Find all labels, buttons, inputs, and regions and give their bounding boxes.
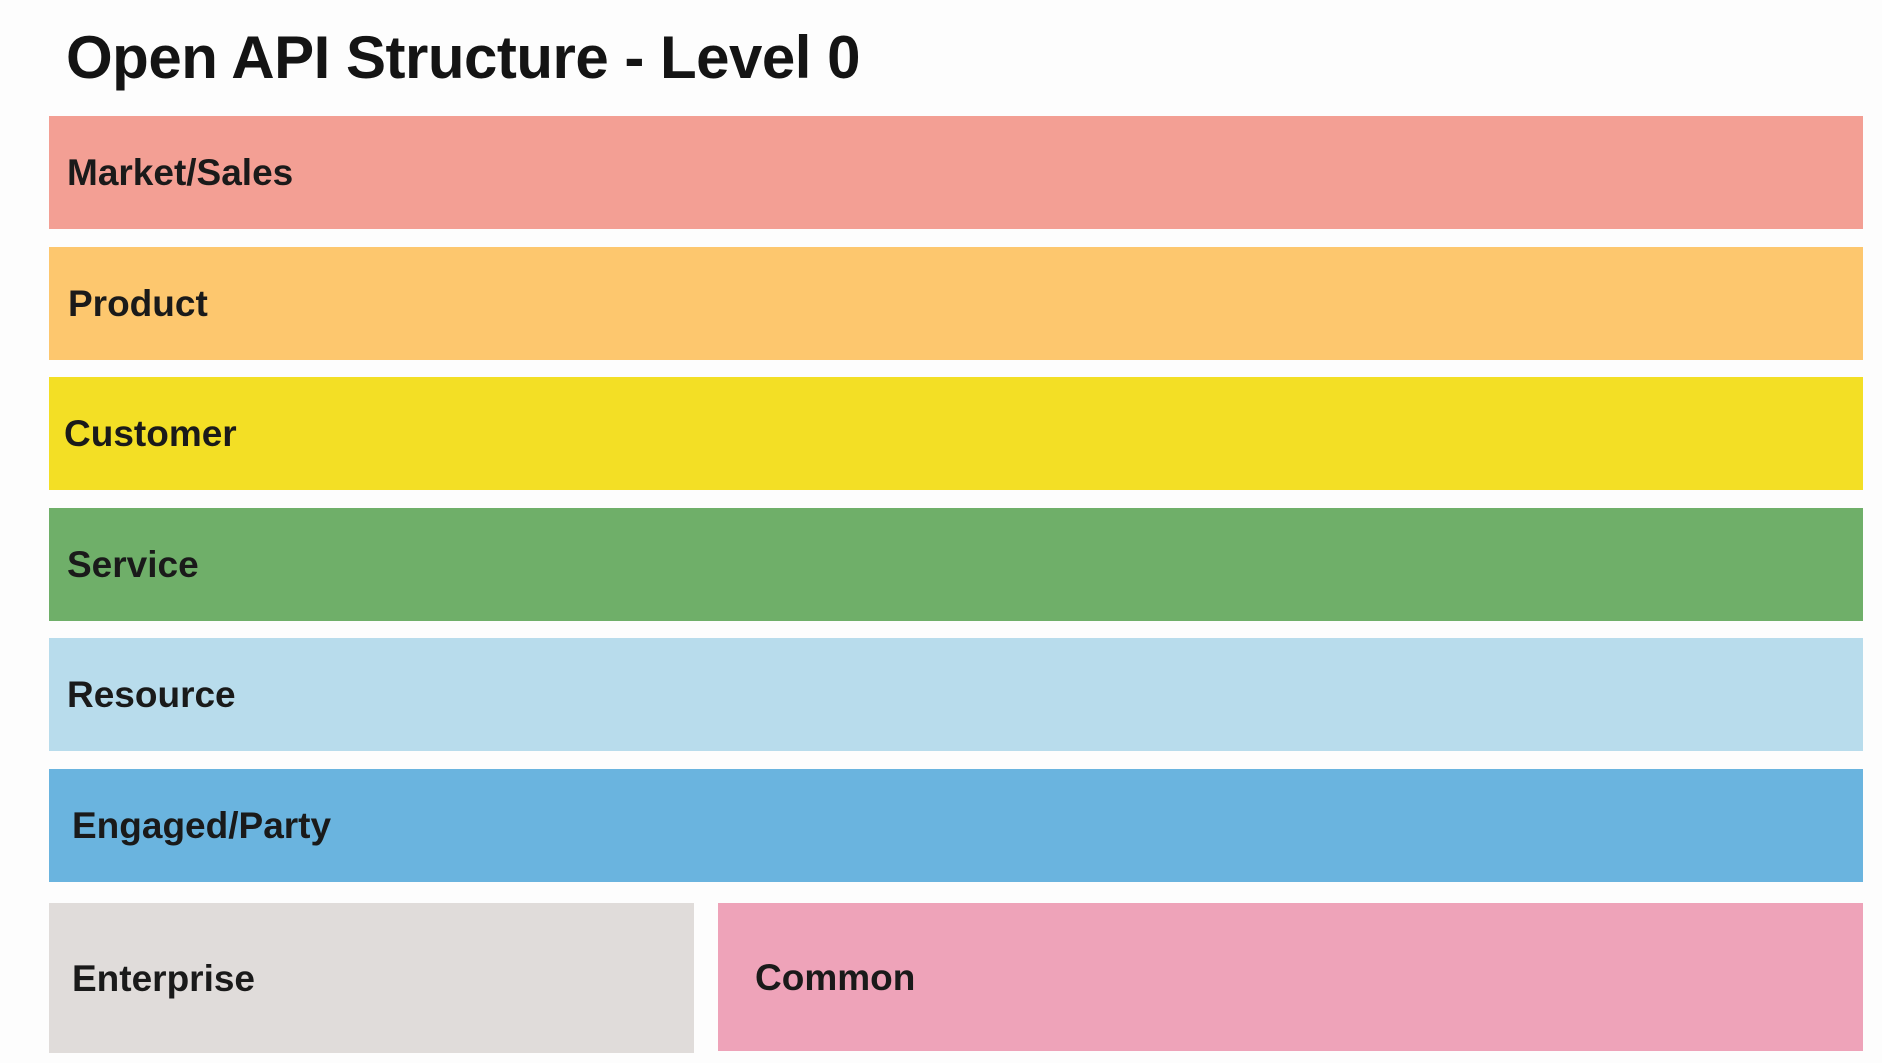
band-label-product: Product bbox=[68, 283, 208, 324]
diagram-title: Open API Structure - Level 0 bbox=[66, 24, 860, 91]
band-service: Service bbox=[49, 508, 1863, 621]
band-label-service: Service bbox=[67, 544, 199, 585]
band-market-sales: Market/Sales bbox=[49, 116, 1863, 229]
band-label-enterprise: Enterprise bbox=[72, 957, 256, 999]
band-product: Product bbox=[49, 247, 1863, 360]
band-label-market-sales: Market/Sales bbox=[67, 152, 294, 193]
band-customer: Customer bbox=[49, 377, 1863, 490]
band-label-engaged-party: Engaged/Party bbox=[72, 805, 332, 846]
band-enterprise: Enterprise bbox=[49, 903, 694, 1053]
band-label-resource: Resource bbox=[67, 674, 236, 715]
band-resource: Resource bbox=[49, 638, 1863, 751]
band-label-customer: Customer bbox=[64, 413, 237, 454]
band-common: Common bbox=[718, 903, 1863, 1051]
band-label-common: Common bbox=[755, 956, 916, 998]
band-engaged-party: Engaged/Party bbox=[49, 769, 1863, 882]
